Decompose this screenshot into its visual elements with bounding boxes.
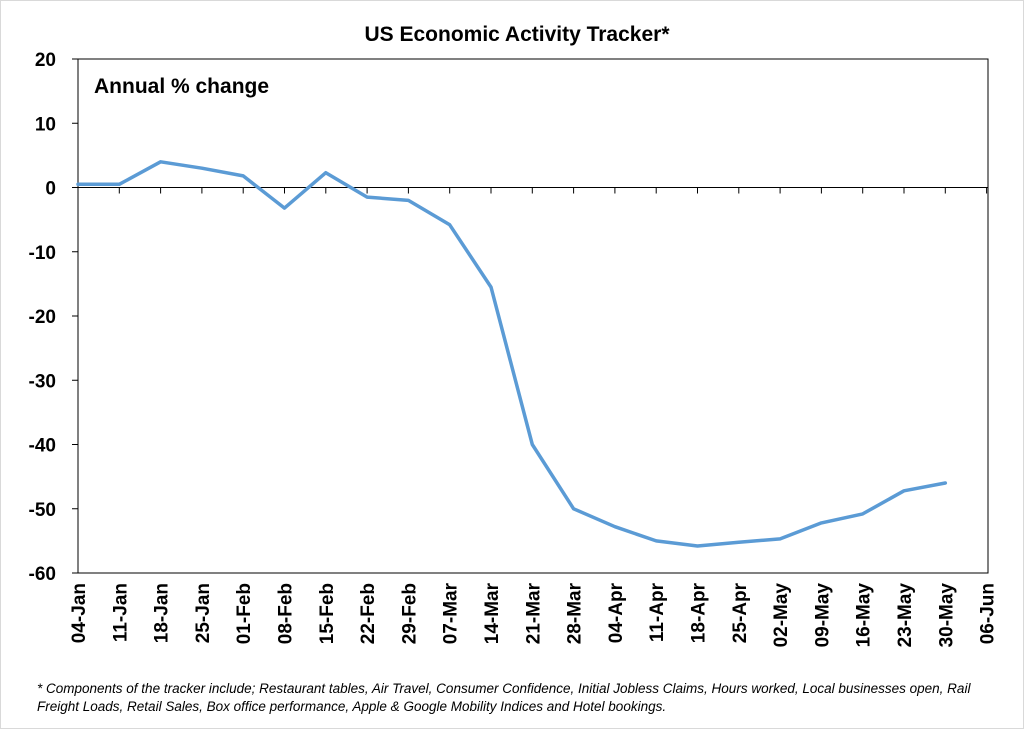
x-tick-label: 18-Jan xyxy=(152,583,173,643)
y-tick-label: -30 xyxy=(29,371,56,392)
x-tick-label: 18-Apr xyxy=(689,582,710,643)
x-tick-label: 16-May xyxy=(854,583,875,648)
y-tick-label: 10 xyxy=(35,114,56,135)
x-tick-label: 01-Feb xyxy=(234,583,255,644)
x-tick-label: 23-May xyxy=(895,583,916,648)
y-tick-label: 0 xyxy=(45,179,56,200)
x-tick-label: 07-Mar xyxy=(441,582,462,644)
x-tick-label: 09-May xyxy=(812,583,833,648)
y-tick-label: -10 xyxy=(29,243,56,264)
y-axis: 20 10 0 -10 -20 -30 -40 -50 -60 xyxy=(29,50,78,585)
x-tick-label: 28-Mar xyxy=(565,582,586,644)
chart-title: US Economic Activity Tracker* xyxy=(364,23,670,46)
x-tick-label: 11-Apr xyxy=(647,582,668,642)
footnote: * Components of the tracker include; Res… xyxy=(37,680,997,716)
y-tick-label: 20 xyxy=(35,50,56,71)
x-tick-label: 22-Feb xyxy=(358,583,379,644)
x-tick-label: 25-Jan xyxy=(193,583,214,643)
x-tick-label: 14-Mar xyxy=(482,582,503,644)
x-tick-label: 02-May xyxy=(771,583,792,648)
y-tick-label: -50 xyxy=(29,500,56,521)
y-tick-label: -40 xyxy=(29,436,56,457)
x-tick-label: 30-May xyxy=(936,583,957,648)
x-tick-label: 11-Jan xyxy=(110,583,131,642)
plot-area xyxy=(78,59,988,573)
x-tick-label: 08-Feb xyxy=(276,583,297,644)
x-tick-label: 29-Feb xyxy=(399,583,420,644)
y-tick-label: -20 xyxy=(29,307,56,328)
y-tick-label: -60 xyxy=(29,564,56,585)
x-tick-label: 04-Apr xyxy=(606,582,627,643)
x-tick-label: 06-Jun xyxy=(978,583,999,644)
x-tick-label: 25-Apr xyxy=(730,582,751,643)
x-tick-label: 04-Jan xyxy=(69,583,90,643)
y-axis-label: Annual % change xyxy=(94,75,269,98)
x-tick-label: 21-Mar xyxy=(523,582,544,644)
x-tick-label: 15-Feb xyxy=(317,583,338,644)
